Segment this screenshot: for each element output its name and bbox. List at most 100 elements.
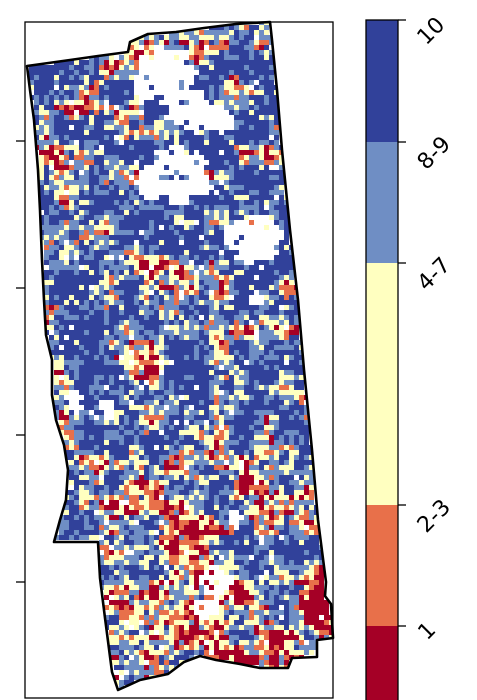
raster-cell [274, 115, 279, 120]
raster-cell [109, 250, 114, 255]
raster-cell [209, 470, 214, 475]
raster-cell [194, 50, 199, 55]
raster-cell [289, 570, 294, 575]
raster-cell [129, 45, 134, 50]
raster-cell [179, 600, 184, 605]
raster-cell [214, 550, 219, 555]
raster-cell [74, 295, 79, 300]
raster-cell [294, 450, 299, 455]
raster-cell [179, 255, 184, 260]
raster-cell [229, 505, 234, 510]
raster-cell [174, 390, 179, 395]
raster-cell [279, 420, 284, 425]
raster-cell [274, 135, 279, 140]
raster-cell [239, 155, 244, 160]
raster-cell [139, 605, 144, 610]
raster-cell [144, 600, 149, 605]
raster-cell [124, 245, 129, 250]
raster-cell [204, 295, 209, 300]
raster-cell [94, 420, 99, 425]
raster-cell [139, 525, 144, 530]
raster-cell [159, 485, 164, 490]
raster-cell [89, 525, 94, 530]
raster-cell [194, 520, 199, 525]
raster-cell [59, 150, 64, 155]
raster-cell [239, 565, 244, 570]
raster-cell [174, 405, 179, 410]
raster-cell [269, 315, 274, 320]
raster-cell [124, 575, 129, 580]
raster-cell [244, 490, 249, 495]
raster-cell [229, 395, 234, 400]
raster-cell [204, 210, 209, 215]
raster-cell [244, 275, 249, 280]
raster-cell [259, 345, 264, 350]
raster-cell [179, 420, 184, 425]
raster-cell [194, 455, 199, 460]
raster-cell [234, 95, 239, 100]
raster-cell [119, 220, 124, 225]
raster-cell [254, 185, 259, 190]
raster-cell [144, 205, 149, 210]
raster-cell [129, 85, 134, 90]
raster-cell [264, 375, 269, 380]
raster-cell [109, 320, 114, 325]
raster-cell [224, 435, 229, 440]
raster-cell [239, 490, 244, 495]
raster-cell [129, 605, 134, 610]
raster-cell [284, 365, 289, 370]
raster-cell [264, 325, 269, 330]
raster-cell [134, 290, 139, 295]
raster-cell [149, 430, 154, 435]
raster-cell [144, 160, 149, 165]
raster-cell [114, 125, 119, 130]
raster-cell [154, 250, 159, 255]
raster-cell [279, 400, 284, 405]
raster-cell [99, 390, 104, 395]
raster-cell [154, 375, 159, 380]
raster-cell [134, 535, 139, 540]
raster-cell [149, 380, 154, 385]
raster-cell [139, 485, 144, 490]
raster-cell [139, 155, 144, 160]
raster-cell [154, 490, 159, 495]
raster-cell [134, 370, 139, 375]
raster-cell [164, 285, 169, 290]
raster-cell [119, 265, 124, 270]
raster-cell [274, 260, 279, 265]
raster-cell [209, 435, 214, 440]
raster-cell [269, 50, 274, 55]
raster-cell [119, 250, 124, 255]
raster-cell [114, 205, 119, 210]
raster-cell [89, 320, 94, 325]
raster-cell [114, 430, 119, 435]
raster-cell [84, 450, 89, 455]
raster-cell [109, 245, 114, 250]
raster-cell [189, 385, 194, 390]
raster-cell [259, 480, 264, 485]
raster-cell [59, 430, 64, 435]
raster-cell [199, 385, 204, 390]
raster-cell [214, 455, 219, 460]
raster-cell [224, 485, 229, 490]
raster-cell [139, 495, 144, 500]
raster-cell [224, 570, 229, 575]
raster-cell [89, 100, 94, 105]
raster-cell [224, 210, 229, 215]
raster-cell [114, 435, 119, 440]
raster-cell [294, 590, 299, 595]
raster-cell [179, 440, 184, 445]
raster-cell [149, 345, 154, 350]
raster-cell [224, 105, 229, 110]
raster-cell [314, 600, 319, 605]
raster-cell [109, 435, 114, 440]
raster-cell [134, 335, 139, 340]
raster-cell [64, 330, 69, 335]
raster-cell [254, 115, 259, 120]
raster-cell [104, 115, 109, 120]
raster-cell [224, 95, 229, 100]
raster-cell [254, 540, 259, 545]
raster-cell [289, 310, 294, 315]
raster-cell [284, 600, 289, 605]
raster-cell [314, 580, 319, 585]
